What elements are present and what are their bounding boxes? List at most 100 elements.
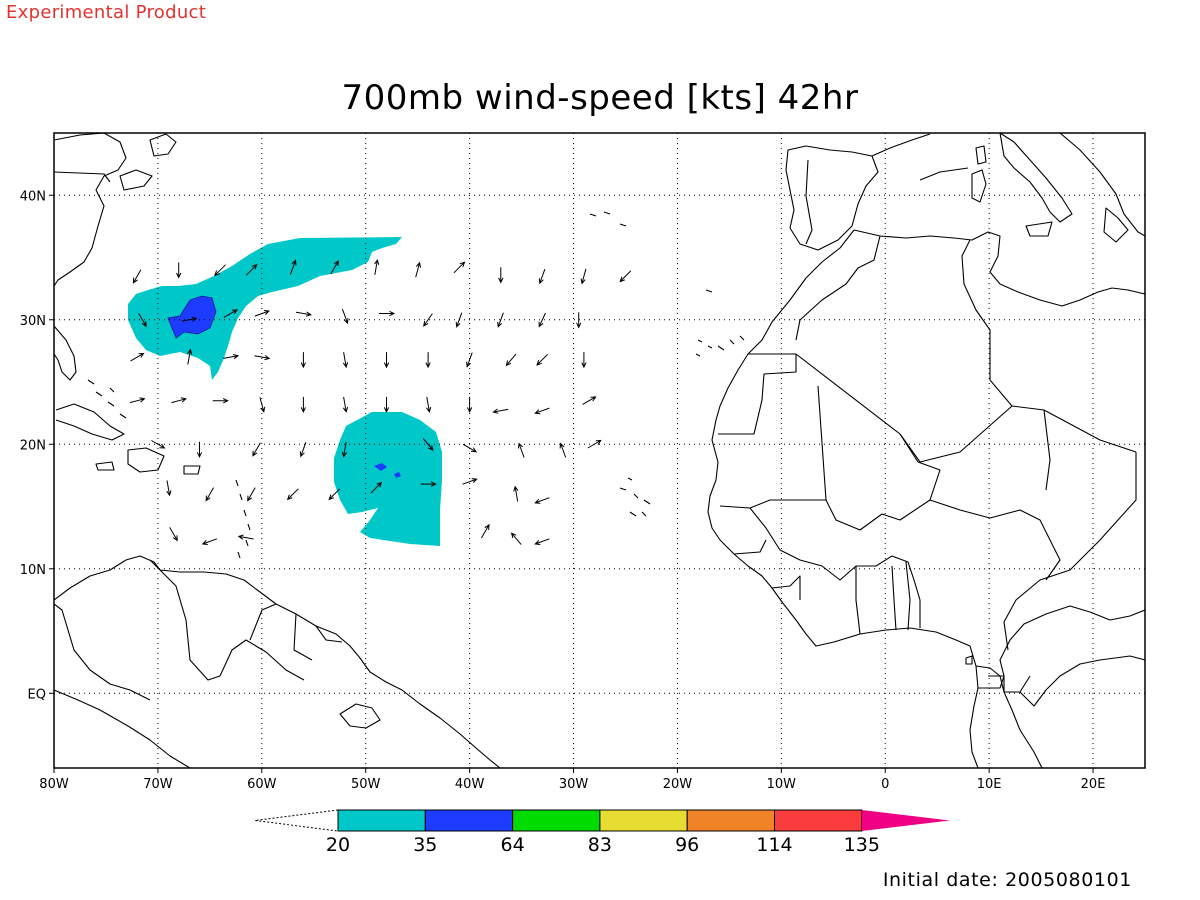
wind-vector-61	[247, 487, 256, 502]
wind-vector-9	[498, 267, 504, 284]
border-libya-egypt	[1043, 409, 1051, 491]
wind-vector-55	[462, 443, 478, 453]
lon-tick-label: 30W	[559, 777, 589, 792]
wind-vector-44	[426, 396, 432, 413]
axis-tick-labels: 80W 70W 60W 50W 40W 30W 20W 10W 0 10E 20E 40N 30N 20N…	[20, 189, 1106, 792]
experimental-product-label: Experimental Product	[6, 2, 207, 23]
border-west-africa-4	[733, 539, 801, 600]
coast-bahamas	[87, 379, 127, 419]
coast-mediterranean-africa	[853, 229, 1145, 307]
coast-balkans	[1059, 133, 1145, 237]
wind-vector-19	[379, 310, 396, 317]
border-gabon-congo	[988, 655, 1145, 707]
lat-tick-label: 40N	[20, 189, 46, 204]
wind-vector-43	[383, 396, 390, 414]
coast-corsica	[975, 145, 987, 165]
wind-vector-52	[299, 442, 307, 458]
initial-date: Initial date: 2005080101	[882, 869, 1132, 891]
wind-vector-32	[425, 352, 431, 369]
wind-vector-20	[423, 313, 433, 327]
border-western-sahara	[718, 353, 797, 435]
colorbar-label: 96	[675, 834, 699, 856]
wind-vector-37	[129, 397, 146, 404]
lon-tick-label: 10W	[767, 777, 797, 792]
wind-vector-35	[536, 353, 549, 366]
wind-vector-30	[342, 352, 349, 369]
wind-vector-6	[374, 258, 380, 275]
coast-madeira	[705, 289, 713, 293]
wind-vectors	[129, 258, 632, 545]
coast-canary-islands	[695, 335, 745, 357]
wind-vector-33	[466, 352, 473, 368]
wind-shading-tropical-storm	[334, 412, 442, 546]
border-west-africa-3	[855, 561, 911, 635]
wind-vector-0	[132, 269, 142, 284]
coast-newfoundland	[149, 133, 177, 157]
lat-tick-label: 10N	[20, 563, 46, 578]
wind-vector-40	[259, 397, 266, 413]
wind-vector-45	[466, 396, 473, 414]
wind-vector-13	[138, 313, 147, 328]
border-cameroon	[978, 605, 1145, 689]
coast-jamaica	[95, 461, 115, 471]
border-portugal	[805, 159, 813, 245]
coast-cuba	[55, 403, 125, 441]
colorbar-box-2	[512, 809, 601, 832]
coast-north-america	[54, 133, 127, 287]
wind-vector-23	[538, 312, 546, 328]
wind-vector-53	[341, 441, 347, 458]
wind-vector-3	[245, 263, 258, 276]
wind-vector-24	[576, 312, 582, 329]
lon-tick-label: 50W	[351, 777, 381, 792]
wind-vector-71	[237, 534, 254, 540]
coast-iberia	[785, 145, 879, 251]
colorbar-label: 114	[756, 834, 792, 856]
colorbar-box-3	[599, 809, 688, 832]
border-sa-3	[54, 689, 191, 768]
coast-lesser-antilles	[235, 479, 251, 559]
wind-vector-70	[201, 538, 218, 545]
wind-vector-14	[181, 316, 198, 322]
coastlines	[54, 133, 1145, 768]
wind-vector-7	[415, 261, 421, 278]
wind-vector-47	[534, 407, 550, 415]
border-sa-1	[149, 559, 305, 681]
wind-vector-42	[342, 396, 349, 413]
border-chad	[1003, 452, 1137, 651]
wind-vector-67	[513, 485, 519, 502]
wind-vector-72	[481, 523, 490, 539]
wind-vector-5	[330, 259, 339, 275]
colorbar-label: 35	[413, 834, 437, 856]
colorbar-box-4	[686, 809, 776, 832]
wind-vector-64	[370, 481, 383, 494]
shaded-regions	[128, 237, 442, 546]
wind-vector-63	[328, 488, 341, 501]
border-mali-niger	[899, 405, 1137, 463]
coast-north-africa	[707, 229, 979, 768]
coast-marajo	[339, 703, 381, 729]
lon-tick-label: 20W	[663, 777, 693, 792]
lon-tick-label: 80W	[39, 777, 69, 792]
wind-vector-60	[205, 487, 215, 502]
wind-vector-73	[510, 532, 522, 545]
coast-nova-scotia	[119, 169, 153, 191]
lon-tick-label: 10E	[977, 777, 1002, 792]
wind-vector-36	[581, 352, 587, 369]
wind-vector-2	[214, 264, 226, 277]
coast-south-america	[54, 555, 501, 768]
coast-greece	[1103, 207, 1129, 243]
lon-tick-label: 20E	[1081, 777, 1106, 792]
wind-vector-22	[497, 312, 504, 328]
lat-tick-label: 20N	[20, 438, 46, 453]
wind-vector-26	[187, 348, 193, 365]
wind-vector-1	[176, 262, 182, 279]
wind-vector-8	[453, 261, 466, 274]
wind-vector-56	[518, 442, 525, 458]
wind-vector-11	[580, 268, 587, 285]
wind-vector-16	[254, 310, 270, 317]
border-algeria-libya	[961, 239, 1013, 407]
wind-vector-21	[455, 312, 463, 328]
wind-vector-27	[223, 354, 240, 360]
wind-vector-34	[505, 353, 517, 367]
